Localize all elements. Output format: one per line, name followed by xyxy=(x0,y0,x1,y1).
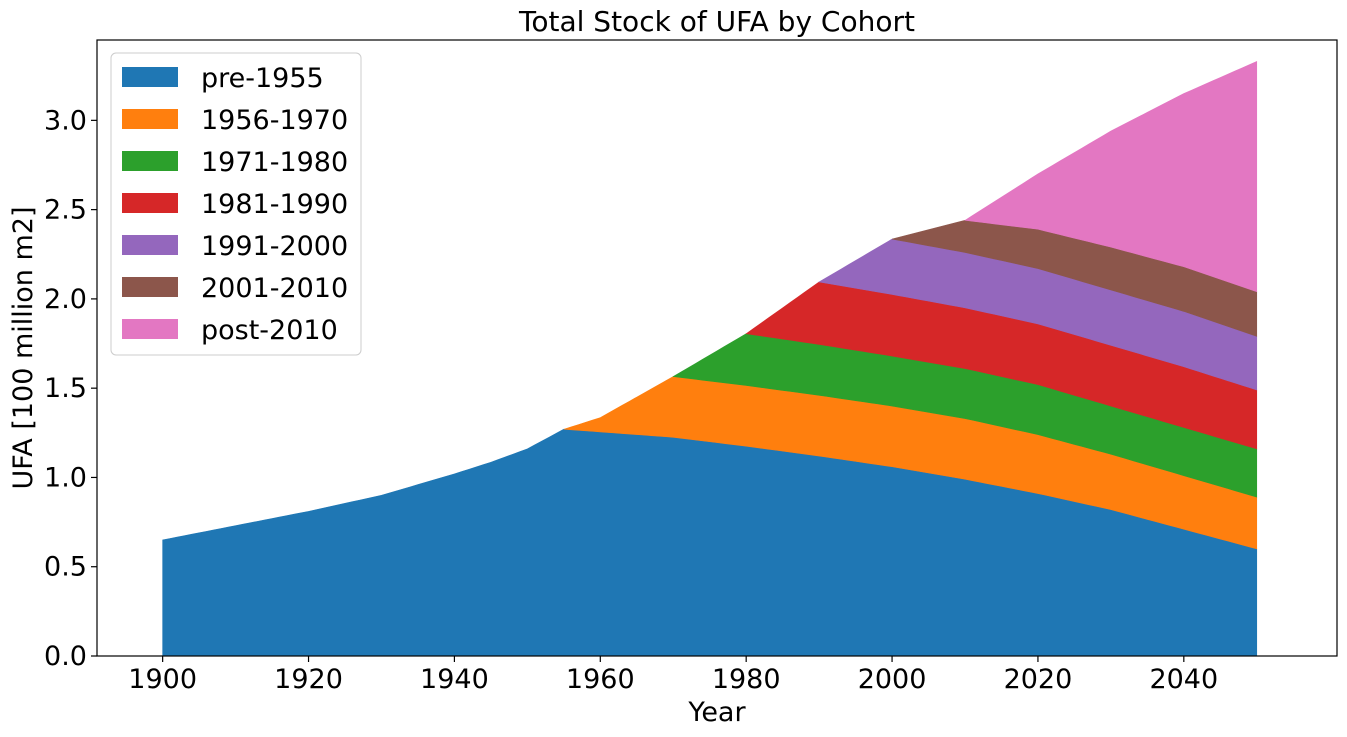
legend-swatch xyxy=(122,109,178,129)
x-tick-label: 1900 xyxy=(128,664,197,695)
x-tick-label: 2000 xyxy=(858,664,927,695)
x-tick-label: 1960 xyxy=(566,664,635,695)
x-tick-label: 1980 xyxy=(712,664,781,695)
legend-label: 1971-1980 xyxy=(201,147,348,178)
y-tick-label: 2.0 xyxy=(44,284,87,315)
x-tick-label: 2020 xyxy=(1004,664,1073,695)
x-axis-label: Year xyxy=(687,697,746,728)
legend-swatch xyxy=(122,67,178,87)
y-tick-label: 3.0 xyxy=(44,105,87,136)
plot-frame xyxy=(96,39,1338,657)
y-tick-label: 0.0 xyxy=(44,641,87,672)
y-axis-label: UFA [100 million m2] xyxy=(8,206,39,489)
x-axis: 1900 1920 1940 1960 1980 2000 2020 2040 xyxy=(128,656,1218,695)
area-post-2010 xyxy=(964,60,1258,293)
legend-label: 2001-2010 xyxy=(201,273,348,304)
legend: pre-1955 1956-1970 1971-1980 1981-1990 1991-… xyxy=(110,52,362,356)
x-tick-label: 1940 xyxy=(420,664,489,695)
legend-label: 1991-2000 xyxy=(201,231,348,262)
chart-title: Total Stock of UFA by Cohort xyxy=(518,5,915,38)
legend-label: post-2010 xyxy=(201,315,338,346)
y-tick-label: 2.5 xyxy=(44,195,87,226)
legend-label: 1956-1970 xyxy=(201,105,348,136)
legend-label: 1981-1990 xyxy=(201,189,348,220)
x-tick-label: 1920 xyxy=(274,664,343,695)
legend-label: pre-1955 xyxy=(201,63,324,94)
legend-swatch xyxy=(122,277,178,297)
y-tick-label: 0.5 xyxy=(44,552,87,583)
y-tick-label: 1.0 xyxy=(44,462,87,493)
legend-swatch xyxy=(122,235,178,255)
y-axis: 0.0 0.5 1.0 1.5 2.0 2.5 3.0 xyxy=(44,105,97,672)
y-tick-label: 1.5 xyxy=(44,373,87,404)
x-tick-label: 2040 xyxy=(1149,664,1218,695)
legend-swatch xyxy=(122,319,178,339)
legend-swatch xyxy=(122,193,178,213)
legend-swatch xyxy=(122,151,178,171)
areas-layer xyxy=(162,60,1258,657)
